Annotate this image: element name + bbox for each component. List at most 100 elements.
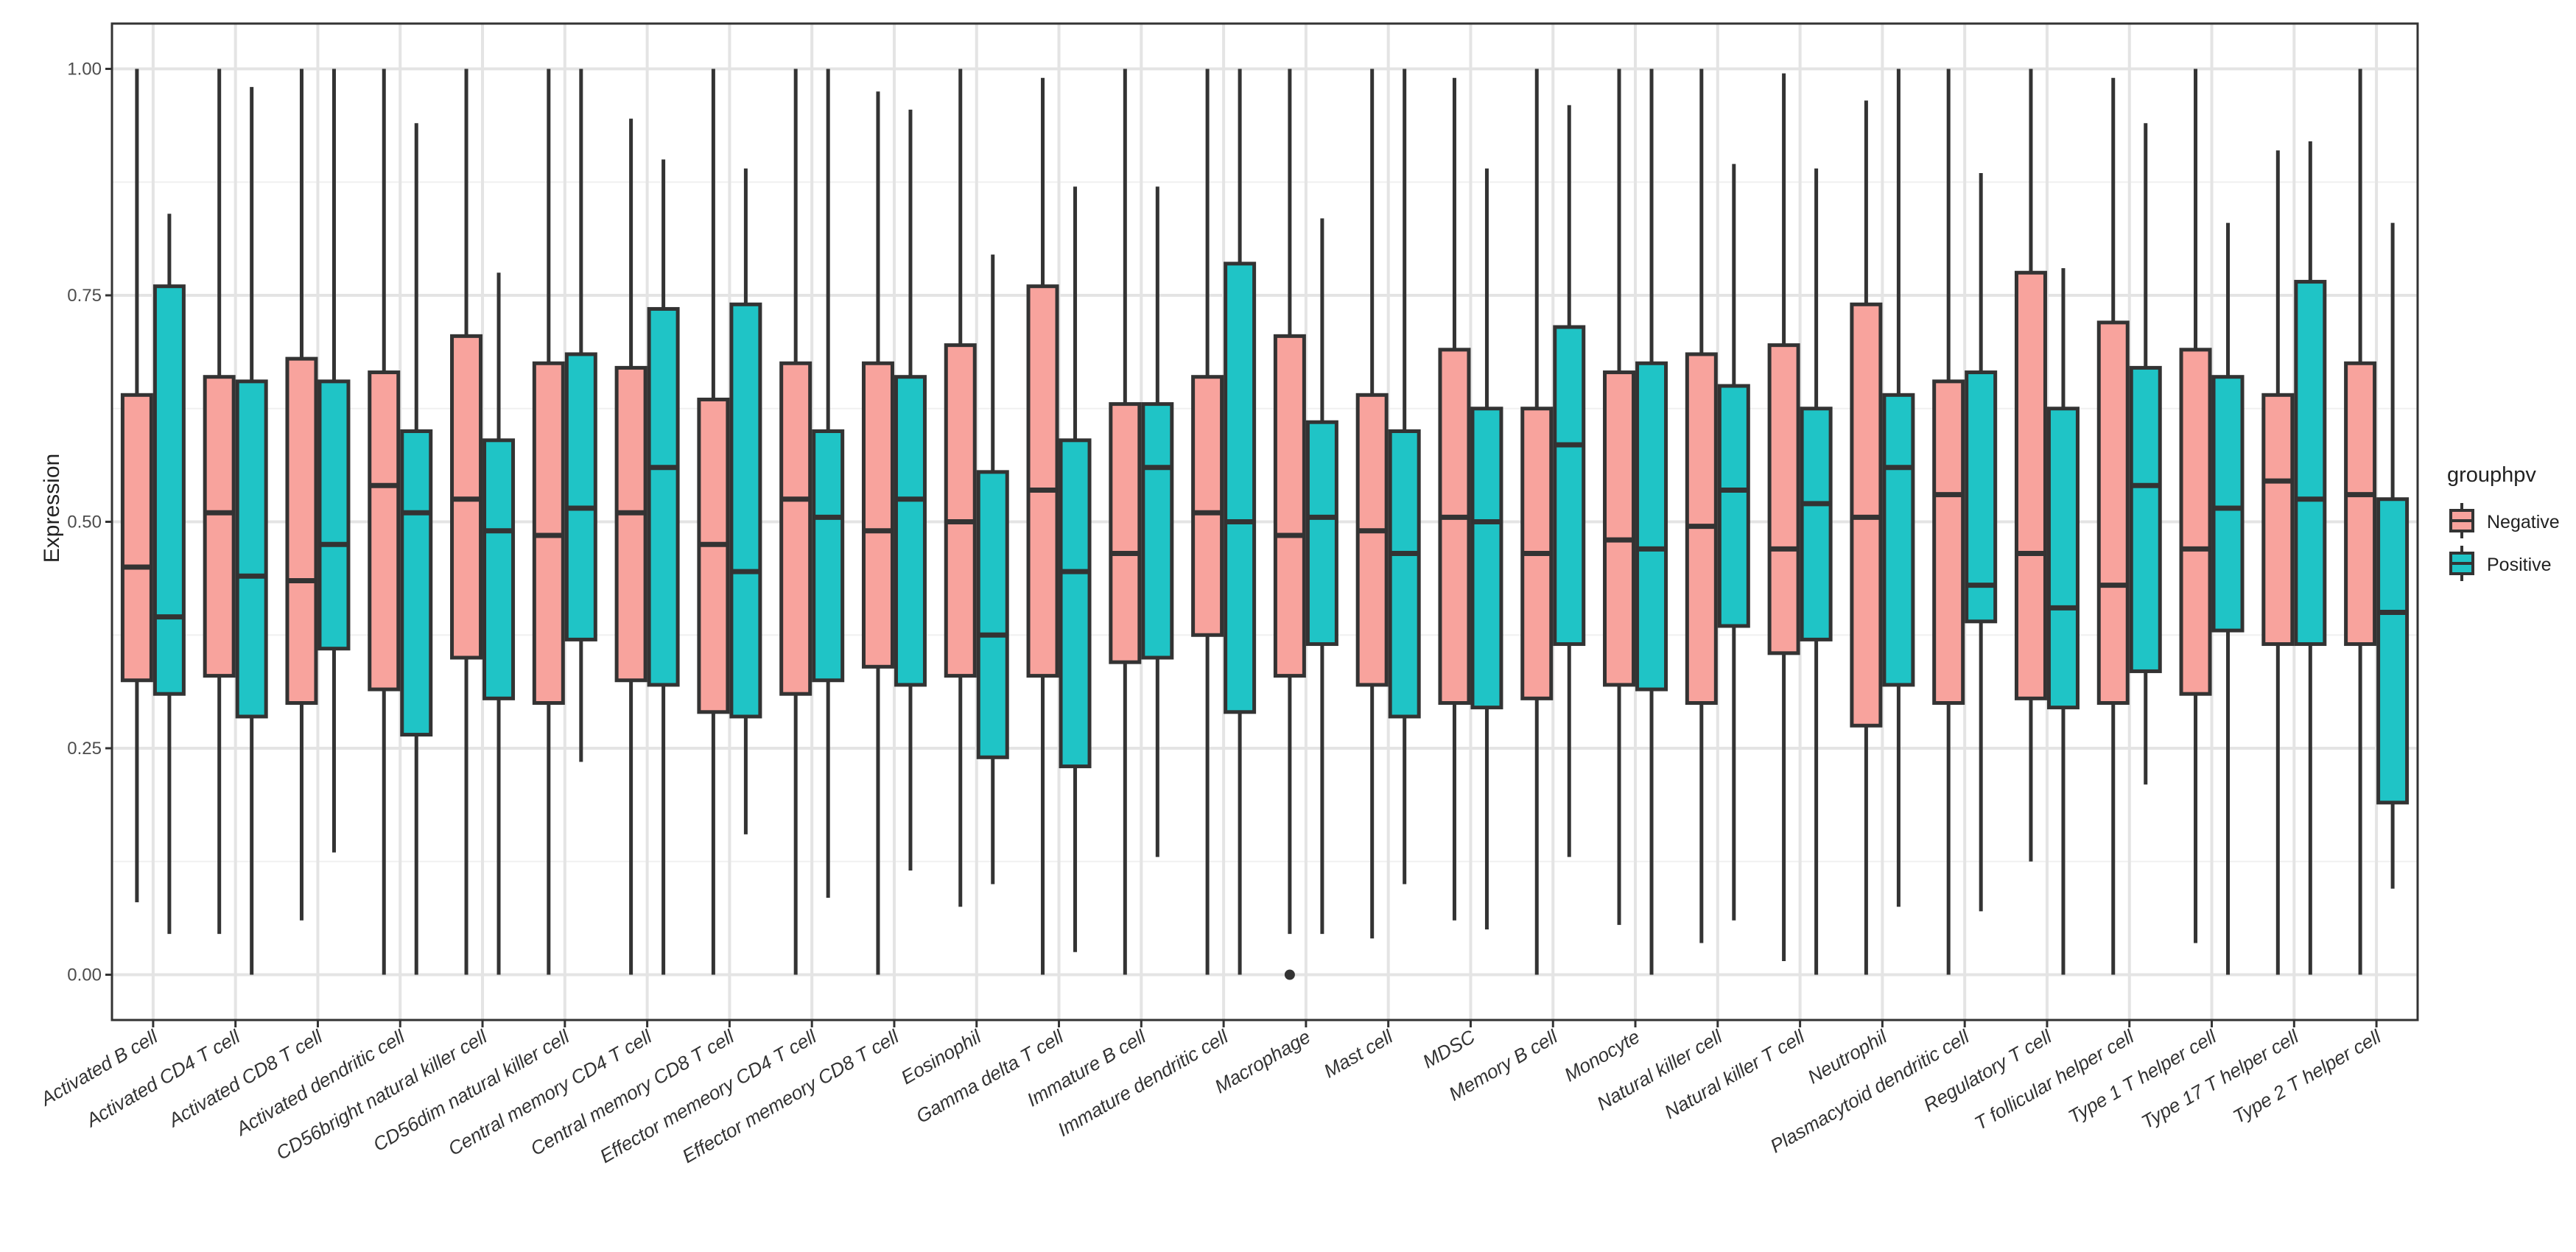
box-negative bbox=[1685, 68, 1718, 943]
box-negative bbox=[203, 68, 236, 935]
box-negative bbox=[2179, 68, 2212, 943]
box-body bbox=[1109, 402, 1142, 664]
box-negative bbox=[1850, 100, 1883, 975]
box-negative bbox=[1932, 68, 1965, 975]
box-body bbox=[2294, 280, 2327, 647]
box-positive bbox=[1965, 172, 1998, 912]
box-positive bbox=[1635, 68, 1668, 975]
box-body bbox=[1470, 407, 1503, 710]
box-body bbox=[120, 393, 153, 683]
box-body bbox=[1059, 438, 1092, 769]
box-body bbox=[368, 370, 401, 692]
box-negative bbox=[1026, 77, 1059, 975]
box-negative bbox=[1603, 68, 1636, 925]
box-body bbox=[482, 438, 516, 700]
box-positive bbox=[647, 159, 680, 975]
legend-label-positive: Positive bbox=[2487, 555, 2552, 575]
box-negative bbox=[1191, 68, 1224, 975]
box-positive bbox=[1882, 68, 1915, 907]
box-body bbox=[2179, 348, 2212, 696]
box-body bbox=[647, 306, 680, 687]
box-positive bbox=[1388, 68, 1421, 885]
box-body bbox=[1273, 334, 1306, 678]
box-negative bbox=[697, 68, 730, 975]
legend-title: grouphpv bbox=[2447, 463, 2536, 487]
box-body bbox=[2129, 365, 2162, 673]
box-negative bbox=[614, 119, 647, 975]
box-positive bbox=[1305, 218, 1338, 935]
box-positive bbox=[2211, 222, 2245, 975]
y-tick-label: 0.00 bbox=[67, 966, 102, 985]
box-positive bbox=[1717, 163, 1750, 921]
box-body bbox=[2211, 375, 2245, 633]
box-body bbox=[614, 365, 647, 683]
box-positive bbox=[1224, 68, 1257, 975]
box-body bbox=[1355, 393, 1389, 687]
box-negative bbox=[2014, 68, 2047, 862]
box-negative bbox=[1438, 77, 1471, 921]
y-tick-label: 0.75 bbox=[67, 286, 102, 306]
box-body bbox=[1224, 261, 1257, 714]
legend-label-negative: Negative bbox=[2487, 512, 2560, 532]
box-body bbox=[1026, 284, 1059, 678]
box-negative bbox=[2261, 150, 2295, 975]
box-body bbox=[2046, 407, 2080, 710]
plot-panel bbox=[110, 22, 2419, 1021]
box-negative bbox=[120, 68, 153, 903]
box-negative bbox=[861, 91, 894, 975]
box-positive bbox=[235, 87, 268, 975]
box-positive bbox=[2046, 268, 2080, 975]
box-body bbox=[1388, 429, 1421, 719]
box-positive bbox=[482, 272, 516, 975]
box-body bbox=[1767, 343, 1800, 655]
box-positive bbox=[400, 123, 433, 975]
box-positive bbox=[564, 68, 597, 762]
y-axis: 0.00 0.25 0.50 0.75 1.00 bbox=[67, 60, 112, 985]
box-body bbox=[235, 379, 268, 719]
box-negative bbox=[779, 68, 813, 975]
box-positive bbox=[2376, 222, 2410, 889]
box-body bbox=[400, 429, 433, 737]
box-positive bbox=[1059, 186, 1092, 952]
box-positive bbox=[1141, 186, 1174, 857]
box-body bbox=[944, 343, 977, 678]
box-positive bbox=[976, 254, 1009, 885]
box-body bbox=[152, 284, 186, 696]
box-positive bbox=[729, 168, 762, 834]
y-tick-label: 0.25 bbox=[67, 739, 102, 759]
legend: grouphpv Negative Positive bbox=[2447, 463, 2560, 581]
box-body bbox=[1191, 375, 1224, 637]
box-positive bbox=[2129, 123, 2162, 785]
box-body bbox=[1882, 393, 1915, 687]
box-body bbox=[564, 352, 597, 641]
box-negative bbox=[368, 68, 401, 975]
box-body bbox=[2261, 393, 2295, 647]
box-positive bbox=[1553, 105, 1586, 857]
box-positive bbox=[894, 109, 927, 871]
box-negative bbox=[1355, 68, 1389, 939]
box-positive bbox=[152, 214, 186, 935]
box-body bbox=[812, 429, 845, 683]
box-negative bbox=[2344, 68, 2377, 975]
box-body bbox=[729, 302, 762, 719]
box-body bbox=[861, 361, 894, 669]
box-negative bbox=[1273, 68, 1306, 980]
box-body bbox=[1717, 384, 1750, 628]
box-body bbox=[203, 375, 236, 678]
box-body bbox=[2376, 497, 2410, 805]
box-body bbox=[1141, 402, 1174, 660]
box-body bbox=[1438, 348, 1471, 705]
box-body bbox=[1635, 361, 1668, 692]
box-positive bbox=[1470, 168, 1503, 929]
box-body bbox=[779, 361, 813, 696]
y-axis-title: Expression bbox=[40, 454, 64, 563]
box-body bbox=[697, 397, 730, 714]
box-body bbox=[1553, 325, 1586, 647]
box-positive bbox=[2294, 141, 2327, 975]
outlier-point bbox=[1284, 969, 1295, 980]
y-tick-label: 1.00 bbox=[67, 60, 102, 80]
box-negative bbox=[1767, 73, 1800, 962]
box-positive bbox=[1800, 168, 1833, 975]
box-body bbox=[2096, 320, 2130, 705]
